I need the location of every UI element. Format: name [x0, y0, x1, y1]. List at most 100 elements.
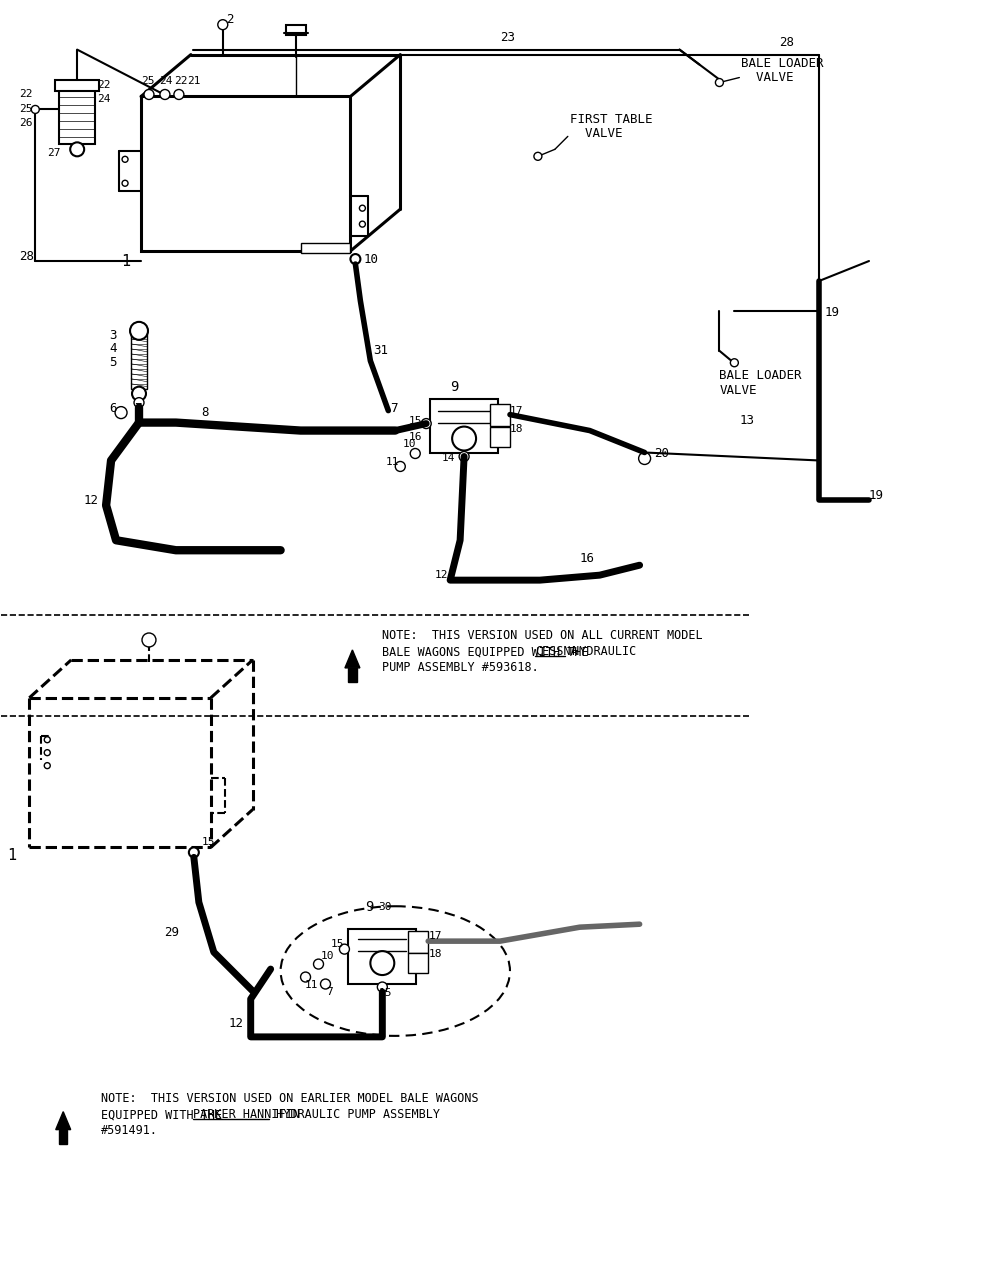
Circle shape — [142, 633, 156, 647]
Bar — [408, 932, 429, 953]
Bar — [131, 331, 147, 388]
Bar — [301, 243, 350, 253]
Bar — [490, 403, 510, 426]
Circle shape — [359, 221, 365, 228]
Polygon shape — [345, 650, 360, 667]
Text: 7: 7 — [390, 402, 397, 415]
Text: 25: 25 — [141, 76, 155, 86]
Circle shape — [410, 449, 421, 459]
Text: 11: 11 — [385, 458, 398, 468]
Circle shape — [534, 153, 542, 161]
Bar — [431, 398, 498, 454]
Circle shape — [44, 762, 50, 769]
Text: 26: 26 — [19, 119, 33, 129]
Text: 9: 9 — [450, 379, 459, 393]
Circle shape — [422, 418, 432, 428]
Text: 20: 20 — [655, 447, 670, 460]
Circle shape — [44, 737, 50, 743]
Text: 12: 12 — [83, 494, 99, 507]
Circle shape — [639, 453, 651, 464]
Circle shape — [321, 980, 331, 988]
Text: 15: 15 — [331, 939, 344, 949]
Circle shape — [174, 90, 184, 100]
Text: 27: 27 — [47, 148, 60, 158]
Text: 12: 12 — [436, 570, 449, 580]
Polygon shape — [55, 1111, 70, 1130]
Text: 18: 18 — [510, 423, 523, 434]
Bar — [59, 90, 96, 144]
Circle shape — [134, 398, 144, 407]
Circle shape — [301, 972, 311, 982]
Text: EQUIPPED WITH THE: EQUIPPED WITH THE — [102, 1109, 229, 1121]
Text: NOTE:  THIS VERSION USED ON ALL CURRENT MODEL: NOTE: THIS VERSION USED ON ALL CURRENT M… — [382, 629, 703, 642]
Text: 25: 25 — [19, 105, 33, 115]
Text: 6: 6 — [109, 402, 117, 415]
Text: 28: 28 — [780, 37, 794, 49]
Circle shape — [370, 951, 394, 975]
Circle shape — [459, 451, 469, 461]
Text: 22: 22 — [19, 90, 33, 100]
Circle shape — [314, 959, 324, 969]
Bar — [348, 667, 356, 681]
Text: 19: 19 — [824, 306, 839, 320]
Circle shape — [350, 254, 360, 264]
Text: 12: 12 — [228, 1018, 243, 1030]
Bar — [490, 426, 510, 446]
Text: 2: 2 — [225, 13, 233, 27]
Bar — [348, 929, 416, 985]
Circle shape — [130, 322, 148, 340]
Text: 19: 19 — [869, 489, 884, 502]
Text: BALE LOADER: BALE LOADER — [719, 369, 802, 382]
Text: 4: 4 — [109, 343, 117, 355]
Text: 30: 30 — [378, 902, 392, 913]
Bar — [59, 1130, 67, 1144]
Text: 15: 15 — [378, 988, 392, 999]
Text: 11: 11 — [305, 980, 318, 990]
Text: HYDRAULIC: HYDRAULIC — [565, 646, 637, 659]
Text: 28: 28 — [19, 249, 34, 263]
Text: 24: 24 — [159, 76, 172, 86]
Bar — [408, 953, 429, 973]
Circle shape — [217, 20, 227, 29]
Circle shape — [160, 90, 170, 100]
Text: BALE WAGONS EQUIPPED WITH THE: BALE WAGONS EQUIPPED WITH THE — [382, 646, 597, 659]
Circle shape — [115, 407, 127, 418]
Circle shape — [730, 359, 738, 367]
Text: 8: 8 — [201, 406, 208, 420]
Text: 18: 18 — [429, 949, 442, 959]
Circle shape — [122, 181, 128, 186]
Text: 10: 10 — [402, 439, 415, 449]
Circle shape — [144, 90, 154, 100]
Text: 5: 5 — [109, 356, 117, 369]
Text: 29: 29 — [164, 925, 179, 939]
Circle shape — [31, 105, 39, 114]
Text: HYDRAULIC PUMP ASSEMBLY: HYDRAULIC PUMP ASSEMBLY — [269, 1109, 440, 1121]
Text: 15: 15 — [202, 838, 215, 847]
Text: 1: 1 — [121, 254, 130, 268]
Bar — [141, 96, 350, 252]
Text: PUMP ASSEMBLY #593618.: PUMP ASSEMBLY #593618. — [382, 661, 539, 675]
Text: 22: 22 — [174, 76, 187, 86]
Circle shape — [452, 426, 476, 450]
Text: 16: 16 — [408, 431, 422, 441]
Circle shape — [715, 78, 723, 86]
Text: 7: 7 — [134, 402, 142, 415]
Circle shape — [359, 205, 365, 211]
Circle shape — [44, 750, 50, 756]
Text: 21: 21 — [187, 76, 200, 86]
Text: 16: 16 — [579, 551, 595, 565]
Circle shape — [132, 387, 146, 401]
Text: 10: 10 — [321, 951, 334, 961]
Text: VALVE: VALVE — [569, 126, 623, 140]
Text: 24: 24 — [98, 95, 111, 105]
Text: 9: 9 — [365, 900, 374, 914]
Circle shape — [377, 982, 387, 992]
Text: 23: 23 — [500, 32, 515, 44]
Bar — [55, 80, 100, 91]
Text: #591491.: #591491. — [102, 1124, 158, 1138]
Text: VALVE: VALVE — [719, 384, 757, 397]
Circle shape — [339, 944, 349, 954]
Text: FIRST TABLE: FIRST TABLE — [569, 112, 652, 126]
Circle shape — [189, 847, 199, 857]
Text: BALE LOADER: BALE LOADER — [741, 57, 824, 70]
